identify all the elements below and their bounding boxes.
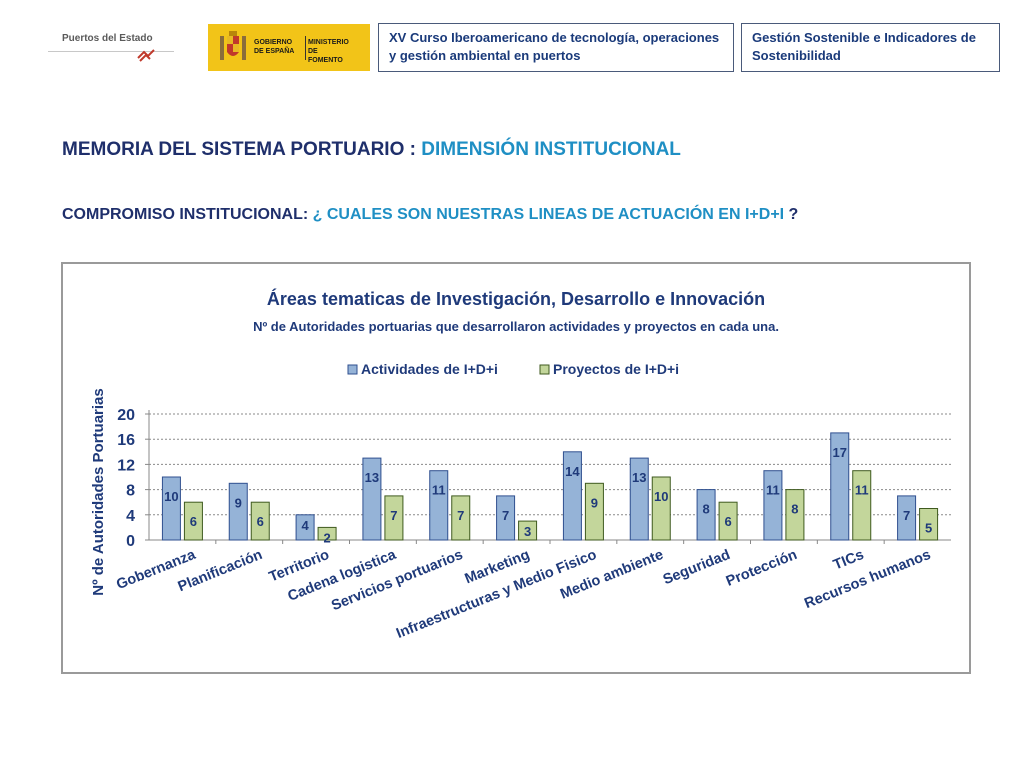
page-title-prefix: MEMORIA DEL SISTEMA PORTUARIO : [62, 139, 422, 160]
bar-actividades [696, 489, 716, 541]
data-label-actividades: 10 [164, 489, 178, 504]
bar-proyectos [651, 476, 671, 541]
bar-proyectos [919, 508, 939, 541]
data-label-proyectos: 6 [257, 514, 264, 529]
page-subtitle: COMPROMISO INSTITUCIONAL: ¿ CUALES SON N… [62, 206, 798, 224]
ministerio-text: MINISTERIO DE FOMENTO [308, 39, 349, 64]
data-label-actividades: 17 [833, 445, 847, 460]
bar-proyectos [317, 526, 337, 541]
data-label-proyectos: 8 [791, 502, 798, 517]
data-label-proyectos: 11 [855, 483, 869, 498]
chart-title: Áreas tematicas de Investigación, Desarr… [267, 288, 765, 309]
y-axis-label: Nº de Autoridades Portuarias [90, 388, 107, 595]
legend-swatch-proyectos [539, 364, 550, 375]
data-label-actividades: 11 [766, 483, 780, 498]
course-title-box: XV Curso Iberoamericano de tecnología, o… [378, 23, 734, 72]
chart-subtitle: Nº de Autoridades portuarias que desarro… [253, 319, 779, 334]
bar-actividades [830, 432, 850, 541]
data-label-actividades: 14 [565, 464, 580, 479]
data-label-proyectos: 9 [591, 495, 598, 510]
data-label-proyectos: 5 [925, 521, 932, 536]
bar-proyectos [451, 495, 471, 541]
topic-title-box: Gestión Sostenible e Indicadores de Sost… [741, 23, 1000, 72]
bar-actividades [629, 457, 649, 541]
x-category-label: Seguridad [661, 547, 733, 588]
bar-actividades [429, 470, 449, 541]
y-tick-label: 12 [117, 457, 135, 474]
gobierno-text: GOBIERNO DE ESPAÑA [254, 39, 295, 55]
logo-divider [48, 51, 174, 52]
data-label-actividades: 9 [235, 495, 242, 510]
bar-actividades [496, 495, 516, 541]
bar-actividades [763, 470, 783, 541]
bar-proyectos [250, 501, 270, 541]
data-label-actividades: 13 [365, 470, 379, 485]
page-subtitle-suffix: ? [784, 206, 799, 223]
puertos-del-estado-logo: Puertos del Estado [48, 30, 176, 68]
x-category-label: TICs [831, 547, 866, 574]
bar-proyectos [852, 470, 872, 541]
chart-frame: Áreas tematicas de Investigación, Desarr… [61, 262, 971, 674]
data-label-actividades: 8 [702, 502, 709, 517]
bar-chart: Áreas tematicas de Investigación, Desarr… [90, 288, 951, 642]
data-label-proyectos: 3 [524, 524, 531, 539]
bar-proyectos [718, 501, 738, 541]
bar-proyectos [518, 520, 538, 541]
bar-proyectos [785, 489, 805, 541]
y-tick-label: 4 [126, 508, 135, 525]
y-tick-label: 16 [117, 432, 135, 449]
data-label-proyectos: 6 [724, 514, 731, 529]
bar-actividades [228, 482, 248, 541]
data-label-proyectos: 6 [190, 514, 197, 529]
y-tick-label: 0 [126, 533, 135, 550]
page-subtitle-prefix: COMPROMISO INSTITUCIONAL: [62, 206, 313, 223]
data-label-proyectos: 7 [457, 508, 464, 523]
data-label-actividades: 7 [502, 508, 509, 523]
x-category-label: Recursos humanos [802, 547, 933, 612]
legend-swatch-actividades [347, 364, 358, 375]
gobierno-espana-logo: GOBIERNO DE ESPAÑA MINISTERIO DE FOMENTO [208, 24, 370, 71]
spain-crest-icon [220, 31, 246, 60]
bar-proyectos [183, 501, 203, 541]
page-title-highlight: DIMENSIÓN INSTITUCIONAL [421, 139, 681, 160]
bar-actividades [161, 476, 181, 541]
puertos-wave-icon [137, 49, 155, 62]
legend-label-proyectos: Proyectos de I+D+i [553, 361, 679, 377]
page-title: MEMORIA DEL SISTEMA PORTUARIO : DIMENSIÓ… [62, 139, 681, 161]
legend-label-actividades: Actividades de I+D+i [361, 361, 498, 377]
data-label-actividades: 11 [432, 483, 446, 498]
data-label-actividades: 7 [903, 508, 910, 523]
y-tick-label: 20 [117, 407, 135, 424]
bar-proyectos [584, 482, 604, 541]
data-label-proyectos: 10 [654, 489, 668, 504]
bar-proyectos [384, 495, 404, 541]
data-label-actividades: 4 [301, 518, 309, 533]
bar-actividades [295, 514, 315, 541]
y-tick-label: 8 [126, 483, 135, 500]
bar-actividades [897, 495, 917, 541]
bar-actividades [562, 451, 582, 541]
puertos-del-estado-logo-text: Puertos del Estado [62, 33, 153, 44]
logo-separator [305, 36, 306, 60]
data-label-proyectos: 7 [390, 508, 397, 523]
x-category-label: Protección [724, 547, 799, 590]
page-subtitle-highlight: ¿ CUALES SON NUESTRAS LINEAS DE ACTUACIÓ… [312, 206, 785, 223]
data-label-proyectos: 2 [323, 530, 330, 545]
data-label-actividades: 13 [632, 470, 646, 485]
bar-actividades [362, 457, 382, 541]
